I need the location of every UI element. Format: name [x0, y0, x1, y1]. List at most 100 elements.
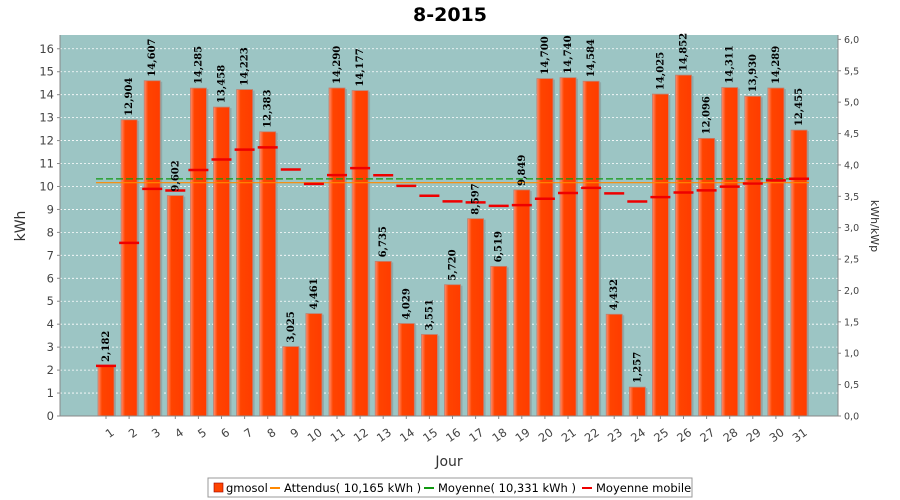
bar-value-label: 14,177 — [355, 48, 366, 86]
x-tick-label: 31 — [790, 425, 810, 445]
bar-value-label: 13,930 — [748, 54, 759, 92]
x-tick-label: 9 — [288, 425, 302, 441]
y-axis-right-label: kWh/kWp — [868, 200, 881, 252]
bar-value-label: 12,383 — [263, 89, 274, 127]
bar — [97, 365, 115, 417]
y-right-tick-label: 6,0 — [844, 35, 859, 46]
bar-value-label: 14,740 — [563, 35, 574, 73]
bar — [189, 87, 207, 417]
y-tick-label: 15 — [39, 65, 54, 79]
x-tick-label: 14 — [397, 425, 417, 445]
y-right-tick-label: 1,0 — [844, 349, 859, 360]
bar-value-label: 13,458 — [217, 65, 228, 103]
y-right-tick-label: 2,0 — [844, 286, 859, 297]
y-right-tick-label: 0,0 — [844, 412, 859, 423]
x-tick-label: 22 — [582, 425, 602, 445]
bar-value-label: 14,607 — [147, 38, 158, 76]
x-axis-label: Jour — [434, 454, 463, 470]
bar — [490, 265, 508, 417]
bar-value-label: 14,852 — [679, 33, 690, 71]
bar — [305, 313, 323, 417]
bar — [143, 80, 161, 417]
x-tick-label: 24 — [628, 425, 648, 445]
bar-value-label: 14,289 — [771, 46, 782, 84]
bar — [605, 313, 623, 417]
x-tick-label: 7 — [241, 425, 255, 441]
bar — [675, 74, 692, 417]
bars — [97, 74, 809, 417]
y-tick-label: 9 — [47, 202, 54, 216]
bar — [259, 131, 277, 417]
x-tick-label: 23 — [605, 425, 625, 445]
chart-title: 8-2015 — [413, 4, 487, 26]
bar-value-label: 12,904 — [124, 78, 135, 116]
y-tick-label: 12 — [39, 134, 54, 148]
bar — [559, 77, 577, 417]
bar-value-label: 3,551 — [424, 299, 435, 330]
x-tick-label: 6 — [218, 425, 232, 441]
bar-value-label: 14,584 — [586, 39, 597, 77]
bar — [767, 87, 785, 417]
bar-value-label: 9,849 — [517, 155, 528, 186]
bar — [652, 93, 669, 417]
bar-value-label: 14,285 — [193, 46, 204, 84]
y-tick-label: 13 — [39, 111, 54, 125]
bar-value-label: 9,602 — [170, 160, 181, 191]
legend-label: Moyenne( 10,331 kWh ) — [438, 481, 576, 495]
moving-average-markers — [96, 146, 809, 368]
bar — [744, 95, 762, 417]
legend-label: Attendus( 10,165 kWh ) — [284, 481, 421, 495]
x-tick-label: 29 — [744, 425, 764, 445]
bar — [374, 261, 392, 417]
bar-value-label: 12,096 — [702, 96, 713, 134]
x-tick-label: 12 — [351, 425, 371, 445]
y-right-tick-label: 2,5 — [844, 255, 859, 266]
y-tick-label: 2 — [47, 363, 54, 377]
y-tick-label: 6 — [47, 271, 54, 285]
y-tick-label: 4 — [47, 317, 54, 331]
bar — [397, 323, 415, 417]
y-tick-label: 11 — [39, 157, 54, 171]
x-tick-label: 16 — [443, 425, 463, 445]
bar-value-label: 4,432 — [609, 279, 620, 310]
y-tick-label: 1 — [47, 386, 54, 400]
bar — [582, 80, 600, 417]
y-right-tick-label: 0,5 — [844, 380, 859, 391]
bar-value-label: 8,597 — [471, 183, 482, 214]
legend-label: Moyenne mobile — [596, 481, 691, 495]
bar — [420, 334, 438, 417]
y-axis-right-ticks: 0,0 0,5 1,0 1,5 2,0 2,5 3,0 3,5 4,0 4,5 5,0 5,5 6,0 — [838, 35, 859, 423]
x-tick-label: 8 — [264, 425, 278, 441]
y-tick-label: 16 — [39, 42, 54, 56]
y-right-tick-label: 5,0 — [844, 98, 859, 109]
bar — [282, 346, 300, 417]
bar-value-label: 14,311 — [725, 45, 736, 83]
value-labels: 2,182 12,904 14,607 9,602 14,285 13,458 14,223… — [101, 33, 805, 383]
x-tick-label: 11 — [328, 425, 348, 445]
bar-value-label: 4,029 — [401, 288, 412, 319]
x-tick-label: 25 — [651, 425, 671, 445]
bar — [236, 89, 254, 417]
x-tick-label: 27 — [697, 425, 717, 445]
bar-value-label: 3,025 — [286, 311, 297, 342]
x-tick-label: 2 — [126, 425, 140, 441]
bar — [351, 90, 369, 417]
bar-value-label: 12,455 — [794, 88, 805, 126]
bar — [698, 137, 715, 417]
bar-value-label: 14,223 — [240, 47, 251, 85]
x-tick-label: 5 — [195, 425, 209, 441]
y-right-tick-label: 4,5 — [844, 129, 859, 140]
y-tick-label: 0 — [47, 409, 54, 423]
bar-value-label: 6,519 — [494, 231, 505, 262]
bar-value-label: 14,700 — [540, 36, 551, 74]
legend-swatch — [213, 482, 224, 493]
y-tick-label: 3 — [47, 340, 54, 354]
legend: gmosol Attendus( 10,165 kWh ) Moyenne( 10,… — [207, 477, 693, 498]
bar-value-label: 4,461 — [309, 278, 320, 309]
y-right-tick-label: 3,5 — [844, 192, 859, 203]
x-tick-label: 28 — [720, 425, 740, 445]
bar — [721, 87, 739, 417]
bar — [328, 87, 346, 417]
